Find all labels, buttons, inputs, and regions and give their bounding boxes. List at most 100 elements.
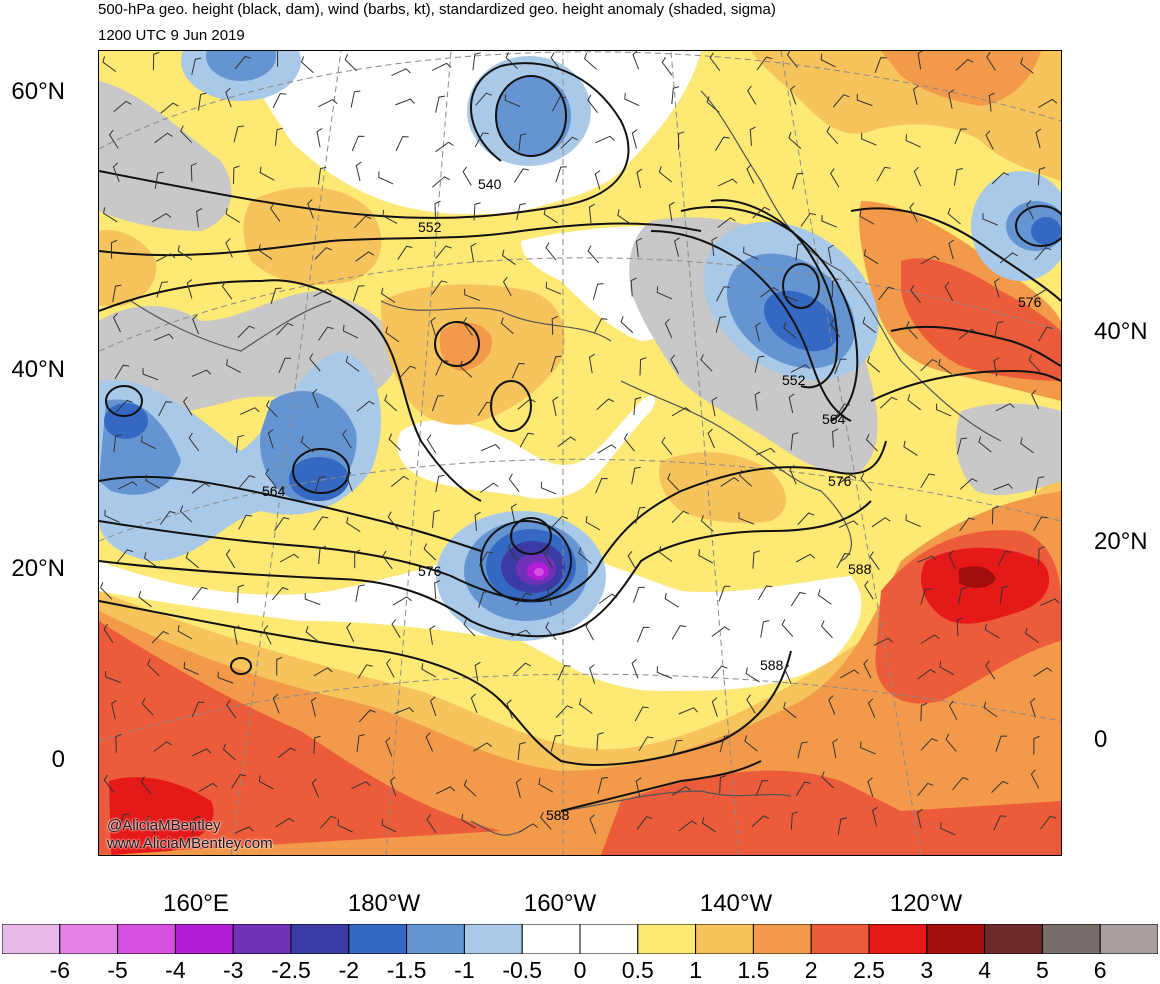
wind-barb: [555, 166, 567, 183]
wind-barb: [583, 52, 597, 70]
wind-barb: [588, 203, 595, 223]
wind-barb: [100, 582, 113, 600]
wind-barb: [939, 661, 955, 676]
wind-barb: [272, 93, 287, 109]
wind-barb: [159, 510, 176, 525]
wind-barb: [140, 776, 152, 795]
wind-barb: [356, 734, 365, 752]
wind-barb: [978, 436, 992, 453]
wind-barb: [115, 733, 122, 753]
anomaly-zero-center: [397, 395, 656, 499]
wind-barb: [658, 546, 673, 563]
wind-barb: [589, 664, 596, 684]
wind-barb: [337, 819, 353, 833]
wind-barb: [698, 549, 714, 564]
wind-barb: [1035, 128, 1042, 149]
wind-barb: [755, 780, 769, 796]
wind-barb: [867, 777, 874, 797]
wind-barb: [744, 735, 758, 752]
lon-label-120w: 120°W: [889, 890, 963, 917]
wind-barb: [994, 321, 1004, 339]
wind-barb: [958, 587, 968, 605]
wind-barb: [435, 245, 452, 259]
wind-barb: [435, 474, 445, 493]
wind-barb: [671, 407, 691, 417]
anomaly-pos25-southwest: [109, 777, 214, 855]
wind-barb: [746, 164, 755, 184]
wind-barb: [944, 281, 954, 301]
wind-barb: [517, 741, 526, 760]
wind-barb: [760, 620, 770, 638]
wind-barb: [916, 808, 923, 829]
wind-barb: [185, 551, 200, 569]
wind-barb: [792, 172, 804, 190]
wind-barb: [920, 473, 935, 488]
wind-barb: [545, 242, 557, 261]
colorbar-label: 1: [689, 957, 702, 983]
anomaly-low-northwest: [181, 51, 301, 101]
wind-barb: [1033, 288, 1053, 298]
wind-barb: [754, 355, 765, 373]
wind-barb: [905, 134, 921, 148]
contour-label-564-east: 564: [822, 411, 846, 427]
wind-barb: [472, 52, 481, 71]
contour-label-576-east: 576: [828, 473, 852, 489]
wind-barb: [790, 811, 799, 830]
wind-barb: [141, 435, 157, 450]
wind-barb: [475, 92, 492, 106]
wind-barb: [435, 786, 456, 795]
wind-barb: [920, 588, 932, 605]
wind-barb: [623, 433, 635, 452]
wind-barb: [473, 202, 481, 221]
wind-barb: [991, 172, 1010, 185]
wind-barb: [1034, 476, 1045, 494]
wind-barb: [351, 135, 365, 152]
colorbar-label: -1: [454, 957, 475, 983]
contour-label-552-east: 552: [782, 372, 806, 388]
wind-barb: [357, 664, 373, 679]
wind-barb: [636, 626, 650, 643]
wind-barb: [982, 213, 998, 226]
wind-barb: [947, 207, 961, 225]
wind-barb: [507, 541, 518, 561]
wind-barb: [318, 326, 334, 341]
wind-barb: [862, 317, 877, 334]
wind-barb: [190, 162, 197, 182]
wind-barb: [505, 52, 519, 70]
wind-barb: [385, 737, 393, 757]
colorbar: [2, 924, 1158, 954]
wind-barb: [838, 520, 859, 529]
wind-barb: [751, 815, 770, 828]
wind-barb: [1025, 627, 1039, 644]
wind-barb: [320, 815, 337, 829]
contour-label-576-northeast: 576: [1018, 294, 1042, 310]
wind-barb: [432, 509, 440, 528]
wind-barb: [346, 622, 355, 643]
wind-barb: [538, 778, 554, 793]
wind-barb: [191, 57, 202, 75]
wind-barb: [152, 51, 160, 71]
wind-barb: [597, 444, 617, 454]
wind-barb: [275, 817, 295, 828]
wind-barb: [464, 288, 480, 301]
wind-barb: [715, 316, 727, 333]
colorbar-swatch: [695, 924, 754, 954]
wind-barb: [231, 774, 247, 789]
wind-barb: [474, 661, 481, 682]
lon-label-140w: 140°W: [699, 890, 773, 917]
wind-barb: [789, 464, 797, 485]
lon-label-180w: 180°W: [347, 890, 421, 917]
wind-barb: [620, 316, 634, 334]
wind-barb: [504, 94, 521, 108]
wind-barb: [630, 277, 637, 297]
wind-barb: [145, 474, 161, 489]
anomaly-low-subtropical: [436, 511, 606, 641]
wind-barb: [876, 166, 891, 182]
chart-title: 500-hPa geo. height (black, dam), wind (…: [98, 1, 776, 18]
anomaly-gray-east: [956, 403, 1061, 496]
wind-barb: [103, 774, 115, 794]
wind-barb: [516, 203, 527, 221]
wind-barb: [508, 473, 520, 493]
wind-barb: [587, 245, 600, 264]
wind-barb: [1030, 769, 1040, 789]
